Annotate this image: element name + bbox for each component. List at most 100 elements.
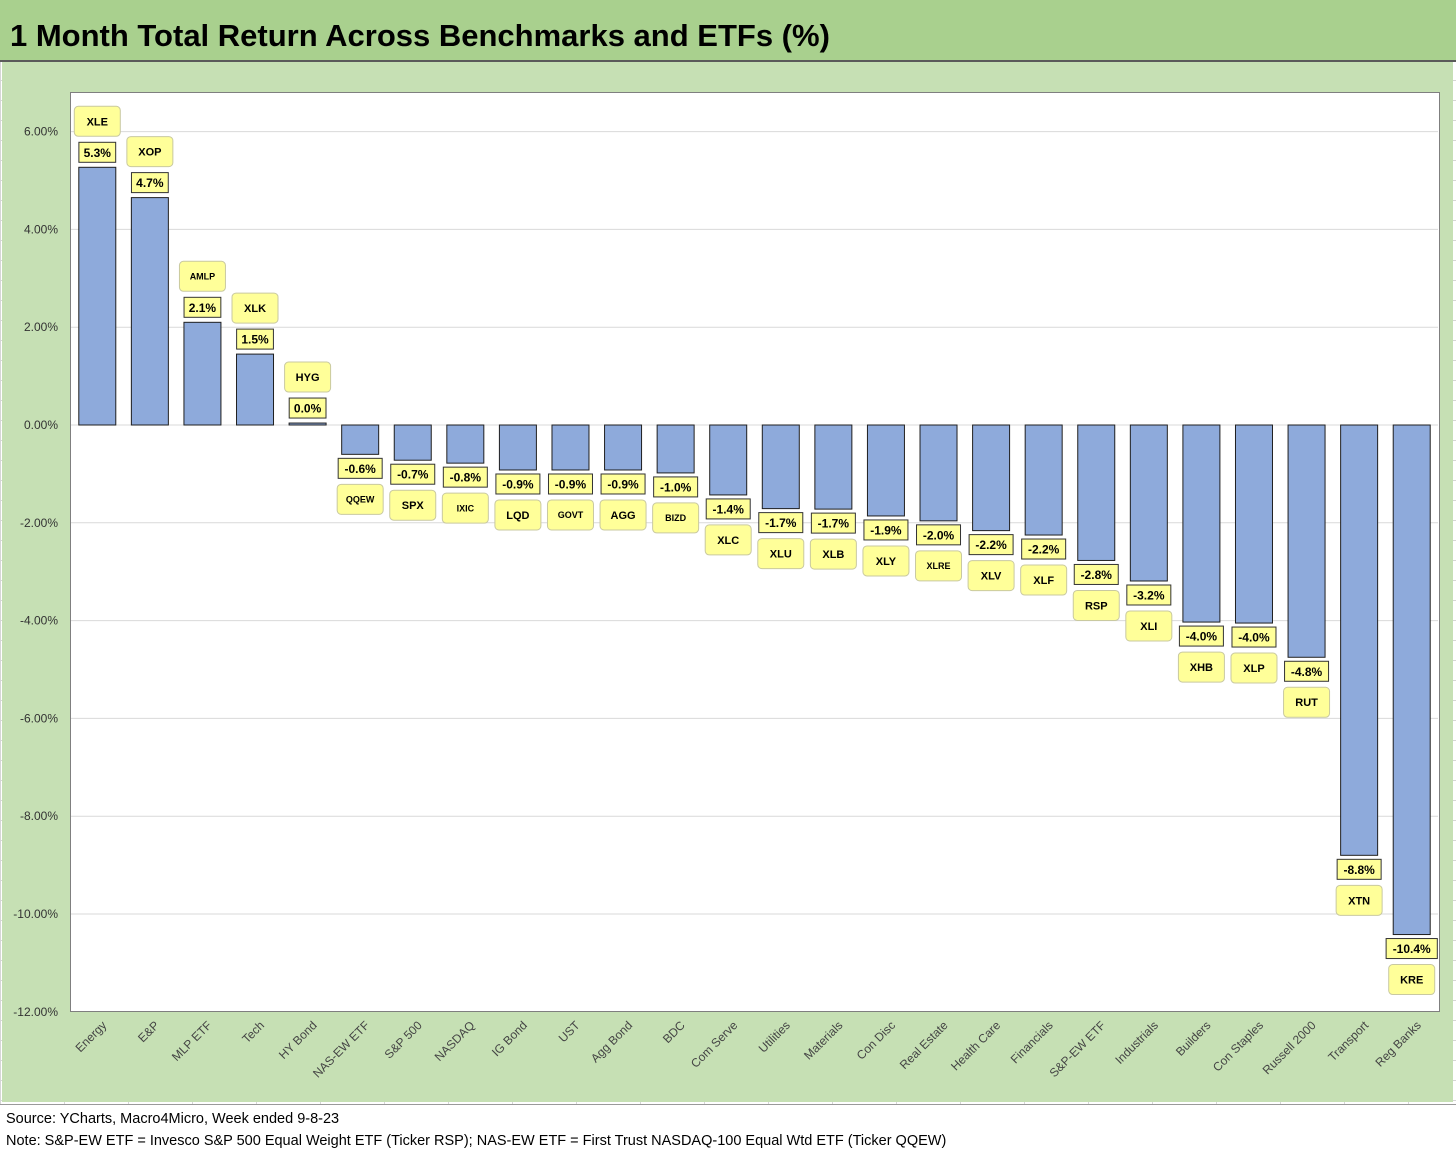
data-label: -3.2% [1133, 588, 1165, 602]
ticker-label: LQD [506, 510, 529, 522]
ticker-label: RUT [1295, 697, 1318, 709]
ticker-label-box [546, 499, 594, 531]
ticker-label: XLU [770, 549, 792, 561]
data-label-group: -0.6% [337, 457, 383, 479]
data-label: -0.9% [555, 477, 587, 491]
data-label-group: -0.9% [600, 473, 646, 495]
y-tick-label: 6.00% [24, 125, 58, 139]
ticker-label-box [967, 560, 1015, 592]
bar [1340, 424, 1379, 856]
ticker-label-group: XLC [704, 524, 752, 556]
x-category-label: MLP ETF [169, 1018, 215, 1064]
data-label-group: -0.7% [390, 463, 436, 485]
ticker-label-group: XLE [73, 105, 121, 137]
x-category-label: Russell 2000 [1260, 1018, 1319, 1077]
ticker-label-box [284, 361, 332, 393]
data-label: -1.9% [870, 523, 902, 537]
data-label-group: -0.9% [547, 473, 593, 495]
x-category-label: Tech [239, 1018, 267, 1046]
y-tick-label: -4.00% [20, 614, 58, 628]
ticker-label: BIZD [665, 513, 686, 523]
data-label: -2.2% [1028, 543, 1060, 557]
bar [1129, 424, 1168, 582]
data-label-box [78, 141, 117, 163]
ticker-label: XLK [244, 303, 266, 315]
x-category-label: Com Serve [688, 1018, 741, 1071]
ticker-label-box [599, 499, 647, 531]
data-label-box [600, 473, 646, 495]
x-category-label: Energy [73, 1018, 110, 1055]
bar [1077, 424, 1116, 561]
ticker-label: SPX [402, 500, 425, 512]
ticker-label: IXIC [457, 503, 475, 513]
bar [604, 424, 643, 471]
data-label-group: -4.8% [1284, 660, 1330, 682]
ticker-label-box [494, 499, 542, 531]
x-category-label: S&P 500 [382, 1018, 425, 1061]
definition-note: Note: S&P-EW ETF = Invesco S&P 500 Equal… [6, 1133, 947, 1149]
data-label: -4.8% [1291, 665, 1323, 679]
x-category-label: Materials [801, 1018, 845, 1062]
y-tick-label: -10.00% [13, 907, 58, 921]
x-category-label: E&P [135, 1018, 162, 1045]
data-label-box [495, 473, 541, 495]
data-label-box [390, 463, 436, 485]
bar [761, 424, 800, 510]
ticker-label-group: XHB [1177, 651, 1225, 683]
ticker-label-group: XLI [1125, 610, 1173, 642]
title-bar: 1 Month Total Return Across Benchmarks a… [0, 0, 1456, 62]
ticker-label-group: XLP [1230, 652, 1278, 684]
ticker-label-group: XLF [1020, 564, 1068, 596]
ticker-label-group: RSP [1072, 589, 1120, 621]
x-category-label: S&P-EW ETF [1047, 1018, 1109, 1080]
data-label: 4.7% [136, 176, 164, 190]
ticker-label: XHB [1190, 662, 1213, 674]
ticker-label-group: XLY [862, 545, 910, 577]
ticker-label: AGG [611, 510, 636, 522]
ticker-label-box [389, 489, 437, 521]
data-label-box [130, 172, 169, 194]
ticker-label: RSP [1085, 600, 1108, 612]
bar [1392, 424, 1431, 936]
data-label: -1.7% [765, 516, 797, 530]
ticker-label-box [1125, 610, 1173, 642]
ticker-label: GOVT [558, 510, 584, 520]
ticker-label-group: XOP [126, 136, 174, 168]
data-label: 1.5% [241, 333, 269, 347]
footer: Source: YCharts, Macro4Micro, Week ended… [0, 1104, 1456, 1157]
data-label-box [236, 328, 274, 350]
data-label-group: -1.9% [863, 519, 909, 541]
y-tick-label: -2.00% [20, 516, 58, 530]
data-label: -8.8% [1343, 863, 1375, 877]
data-label-group: -2.2% [968, 534, 1014, 556]
data-label: 5.3% [84, 146, 112, 160]
ticker-label-group: HYG [284, 361, 332, 393]
x-category-label: Industrials [1112, 1018, 1161, 1067]
x-category-label: Con Staples [1210, 1018, 1266, 1074]
ticker-label-box [336, 483, 384, 515]
data-label-box [547, 473, 593, 495]
data-label-group: 4.7% [130, 172, 169, 194]
data-label-group: -2.8% [1073, 563, 1119, 585]
data-label: -2.2% [975, 538, 1007, 552]
ticker-label-box [1230, 652, 1278, 684]
data-label: -4.0% [1186, 630, 1218, 644]
ticker-label-box [757, 538, 805, 570]
data-label: -4.0% [1238, 631, 1270, 645]
source-note: Source: YCharts, Macro4Micro, Week ended… [6, 1111, 340, 1127]
ticker-label-box [1177, 651, 1225, 683]
bar [183, 321, 222, 426]
bar [446, 424, 485, 464]
ticker-label-box [1335, 884, 1383, 916]
ticker-label: XLC [717, 535, 739, 547]
data-label: 0.0% [294, 402, 322, 416]
x-category-label: Builders [1173, 1018, 1214, 1059]
ticker-label-box [652, 502, 700, 534]
ticker-label: XTN [1348, 895, 1370, 907]
ticker-label-box [73, 105, 121, 137]
ticker-label: XLI [1140, 621, 1157, 633]
x-category-label: BDC [660, 1018, 688, 1046]
ticker-label-group: XLV [967, 560, 1015, 592]
data-label: -2.8% [1081, 568, 1113, 582]
